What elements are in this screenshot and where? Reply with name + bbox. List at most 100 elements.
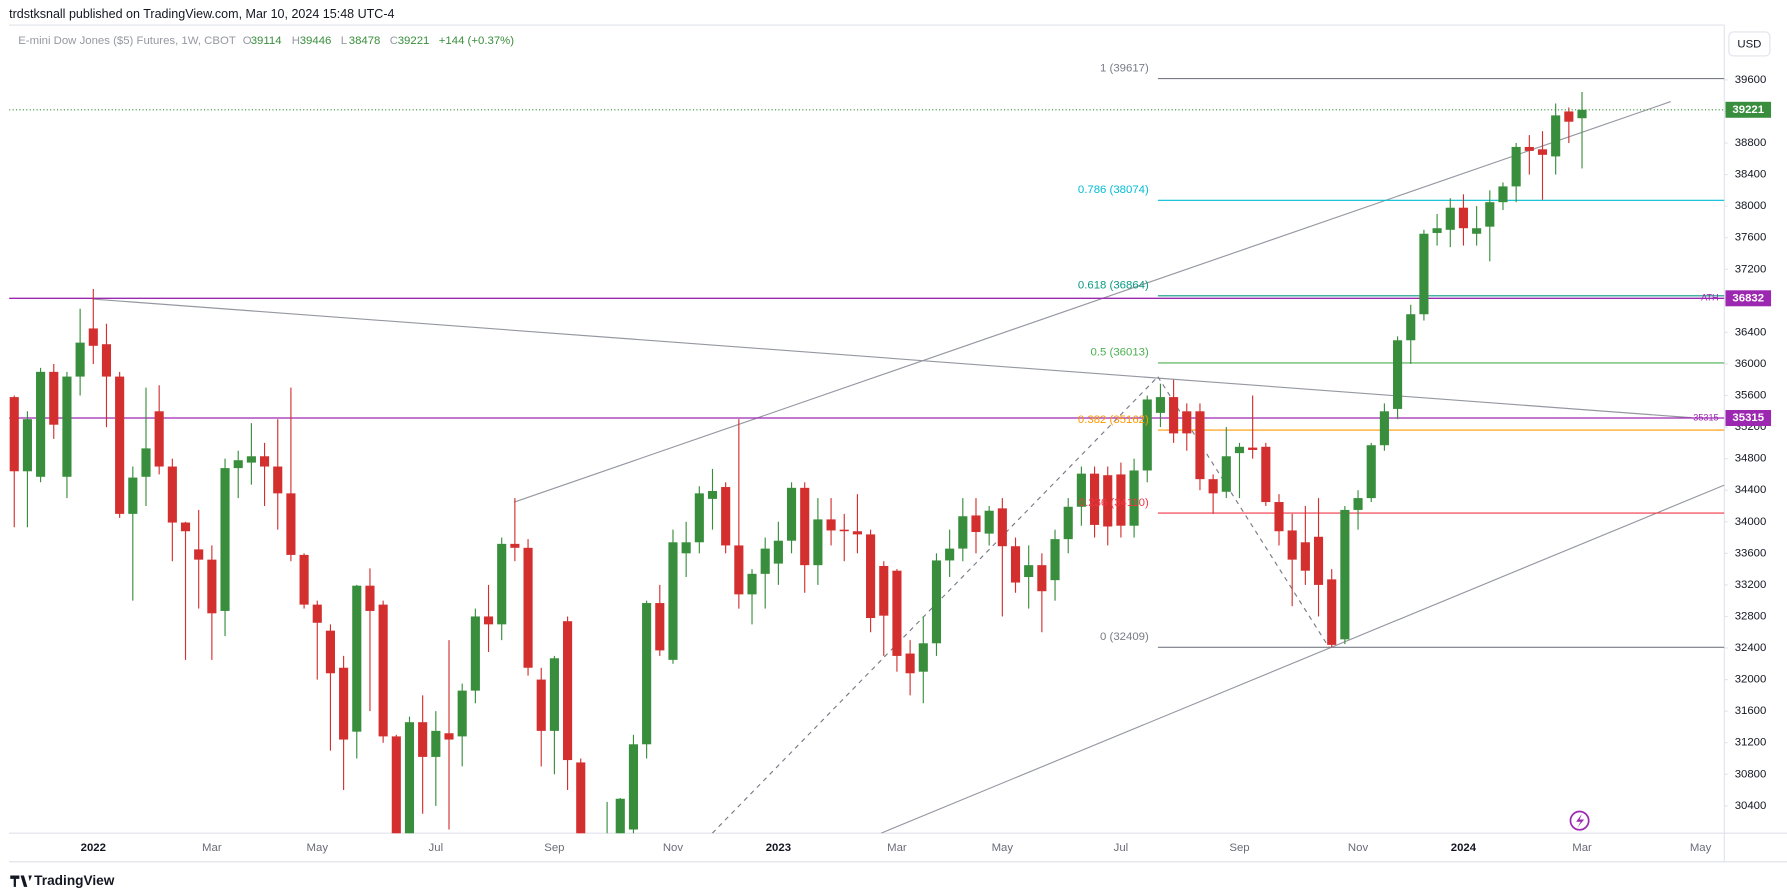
candle-body [9,397,19,472]
candle-body [1353,498,1363,510]
candle-body [1261,446,1271,503]
y-tick-label: 31200 [1735,737,1767,749]
y-tick-label: 30400 [1735,800,1767,812]
candle-body [75,342,85,377]
candle-body [879,565,889,616]
x-tick-label: Jul [1114,842,1129,854]
fib-trend [711,376,1159,834]
x-tick-label: Nov [1348,842,1369,854]
candle-body [892,570,902,656]
candle-body [36,371,46,477]
candle-body [431,730,441,757]
candle-body [971,515,981,533]
candle-body [1221,456,1231,492]
candle-body [497,543,507,625]
brand-name: TradingView [34,873,115,888]
candle-body [22,419,32,472]
candle-body [180,522,191,532]
candle-body [339,667,349,740]
candle-body [997,508,1007,547]
candle-body [1366,445,1376,499]
plot [9,77,1725,834]
candle-body [404,722,415,834]
candle-body [1327,579,1337,645]
candle-body [958,516,968,549]
candle-body [62,376,72,477]
trend-line [880,484,1725,834]
candle-body [418,722,428,757]
currency-box[interactable] [1728,31,1771,57]
x-tick-label: Nov [663,842,684,854]
y-tick-label: 31600 [1735,705,1767,717]
candle-body [1445,207,1455,230]
candle-body [1472,228,1482,234]
candle-body [444,733,454,740]
candle-body [470,616,480,691]
candle-body [154,411,164,467]
candle-body [510,543,520,548]
last-price-tag [1725,101,1772,118]
candle-body [615,798,625,834]
lightning-icon[interactable] [1569,810,1590,831]
currency-button[interactable]: USD [1728,31,1771,57]
y-tick-label: 34000 [1735,516,1767,528]
candle-body [1393,340,1403,409]
x-tick-label: Mar [887,842,907,854]
ohlc-label: L [341,35,347,47]
x-tick-label: Sep [1229,842,1249,854]
candle-body [905,653,915,674]
candle-body [207,559,217,614]
currency[interactable]: USD [1737,39,1761,51]
candle-body [786,487,797,541]
candle-body [536,679,546,731]
y-tick-label: 32000 [1735,674,1767,686]
y-tick-label: 36400 [1735,326,1767,338]
candle-body [549,658,559,731]
ohlc-label: C [390,35,398,47]
last-price-label: 39221 [1732,104,1764,116]
price-tag [1725,410,1772,426]
candle-body [391,736,401,834]
candle-body [1063,506,1073,540]
candle-body [523,547,533,668]
candle-body [1313,536,1324,585]
trend-line [513,101,1671,503]
candle-body [1076,473,1086,507]
candle-body [260,456,270,467]
x-tick-label: 2022 [81,842,106,854]
fib-label: 1 (39617) [1100,62,1149,74]
y-tick-label: 38400 [1735,169,1767,181]
icon-bolt[interactable] [1576,813,1585,828]
fib-label: 0.236 (34110) [1079,497,1149,509]
y-tick-label: 33600 [1735,547,1767,559]
ohlc-value: 38478 [349,35,381,47]
price-tag-label: 35315 [1732,412,1764,424]
candle-body [1524,146,1534,151]
candle-body [1195,411,1205,480]
candle-body [931,560,942,644]
fib-label: 0.5 (36013) [1091,347,1149,359]
candle-body [1498,186,1508,203]
fib-label: 0.786 (38074) [1078,184,1149,196]
candle-body [655,603,665,651]
candle-body [1142,399,1152,471]
candle-body [378,604,388,737]
candle-body [747,573,757,595]
icon-circle[interactable] [1569,810,1590,831]
candle-body [1050,539,1060,581]
y-tick-label: 35600 [1735,390,1767,402]
candle-body [1248,447,1258,450]
y-tick-label: 38000 [1735,200,1767,212]
candle-body [760,548,770,574]
fib-label: 0.618 (36864) [1078,280,1149,292]
y-tick-label: 34800 [1735,453,1767,465]
candle-body [984,510,994,534]
candle-body [918,643,928,672]
y-tick-label: 33200 [1735,579,1767,591]
x-tick-label: Sep [544,842,564,854]
y-tick-label: 32400 [1735,642,1767,654]
ohlc-value: 39221 [398,35,430,47]
y-tick-label: 37200 [1735,263,1767,275]
